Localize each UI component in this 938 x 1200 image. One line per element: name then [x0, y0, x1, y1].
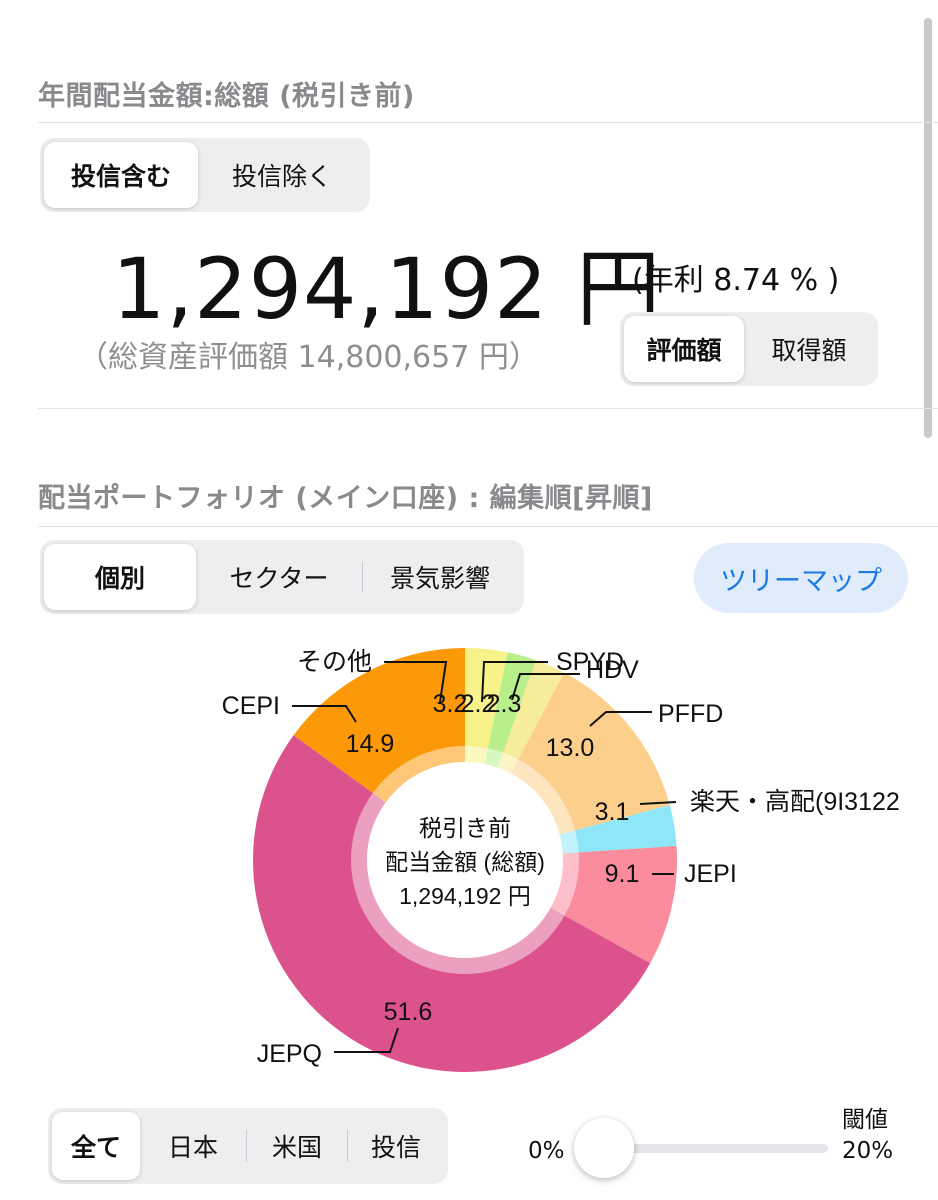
threshold-slider-thumb[interactable] [574, 1118, 634, 1178]
filter-japan[interactable]: 日本 [167, 1133, 218, 1162]
exclude-funds-option[interactable]: 投信除く [231, 162, 332, 191]
slice-value-label-jepi: 9.1 [605, 860, 640, 888]
portfolio-view-tabs: 個別 セクター 景気影響 [40, 540, 524, 614]
leader-line-spyd [481, 661, 548, 703]
slider-max-label: 20% [842, 1138, 894, 1164]
total-assets-value: （総資産評価額 14,800,657 円） [78, 340, 539, 375]
donut-hole [367, 762, 563, 958]
donut-slice-cepi[interactable] [293, 648, 465, 803]
donut-slice-rakuten-high-dividend[interactable] [559, 805, 677, 854]
donut-slice-jepq[interactable] [252, 735, 651, 1072]
donut-inner-ring [351, 746, 579, 974]
annual-dividend-title: 年間配当金額:総額 (税引き前) [38, 81, 415, 112]
market-value-option[interactable]: 評価額 [624, 316, 744, 382]
threshold-label: 閾値 [842, 1107, 888, 1133]
donut-slice-jepi[interactable] [550, 845, 677, 964]
tab-economic-impact[interactable]: 景気影響 [389, 564, 490, 593]
slice-value-label-pffd: 13.0 [546, 734, 595, 762]
slice-value-label-jepq: 51.6 [384, 998, 433, 1026]
slice-name-label-jepi: JEPI [684, 860, 737, 888]
slice-value-label-hdv: 2.3 [487, 690, 522, 718]
fund-inclusion-toggle: 投信含む 投信除く [40, 138, 370, 212]
market-filter-tabs: 全て 日本 米国 投信 [48, 1108, 448, 1184]
divider [38, 122, 938, 123]
divider [38, 526, 938, 527]
leader-line-cepi [292, 705, 357, 723]
annual-yield: (年利 8.74 % ) [632, 263, 840, 298]
slice-value-label-cepi: 14.9 [346, 730, 395, 758]
leader-line-other [384, 661, 448, 703]
leader-line-hdv [511, 673, 580, 701]
leader-line-rakuten-high-dividend [639, 801, 677, 805]
donut-slice-spyd[interactable] [484, 652, 536, 768]
donut-slice-pffd[interactable] [510, 672, 670, 835]
donut-slice-hdv[interactable] [497, 660, 565, 774]
filter-all[interactable]: 全て [52, 1112, 140, 1180]
tab-separator [246, 1130, 247, 1162]
center-label-title: 税引き前 [419, 815, 511, 841]
filter-funds[interactable]: 投信 [370, 1133, 421, 1162]
valuation-basis-toggle: 評価額 取得額 [620, 312, 878, 386]
slice-name-label-hdv: HDV [586, 656, 639, 684]
annual-dividend-amount: 1,294,192 円 [112, 240, 662, 338]
tab-separator [347, 1130, 348, 1162]
center-label-amount: 1,294,192 円 [399, 883, 531, 909]
slice-value-label-rakuten-high-dividend: 3.1 [595, 798, 630, 826]
slice-name-label-spyd: SPYD [556, 648, 624, 676]
treemap-button[interactable]: ツリーマップ [694, 543, 908, 613]
dividend-donut-chart: 3.2 その他 2.2 SPYD 2.3 HDV 13.0 PFFD 3.1 楽天・高配(9I31… [222, 648, 900, 1072]
divider [38, 408, 938, 409]
filter-us[interactable]: 米国 [271, 1133, 322, 1162]
center-label-subtitle: 配当金額 (総額) [385, 849, 545, 875]
slice-name-label-other: その他 [297, 648, 372, 676]
tab-separator [362, 561, 363, 593]
leader-line-jepq [334, 1027, 399, 1053]
acquisition-cost-option[interactable]: 取得額 [771, 336, 847, 365]
threshold-slider-track[interactable] [574, 1144, 828, 1153]
donut-slice-other[interactable] [465, 648, 508, 764]
tab-sector[interactable]: セクター [229, 564, 329, 593]
tab-individual[interactable]: 個別 [44, 544, 196, 610]
scrollbar[interactable] [924, 18, 932, 438]
include-funds-option[interactable]: 投信含む [44, 142, 198, 208]
slice-value-label-spyd: 2.2 [461, 690, 496, 718]
slider-min-label: 0% [528, 1138, 565, 1164]
slice-name-label-jepq: JEPQ [257, 1040, 322, 1068]
slice-name-label-rakuten-high-dividend: 楽天・高配(9I3122 [690, 788, 900, 816]
slice-value-label-other: 3.2 [433, 690, 468, 718]
portfolio-title: 配当ポートフォリオ (メイン口座) : 編集順[昇順] [38, 483, 653, 514]
slice-name-label-cepi: CEPI [222, 692, 280, 720]
leader-line-pffd [589, 711, 652, 727]
slice-name-label-pffd: PFFD [658, 700, 723, 728]
